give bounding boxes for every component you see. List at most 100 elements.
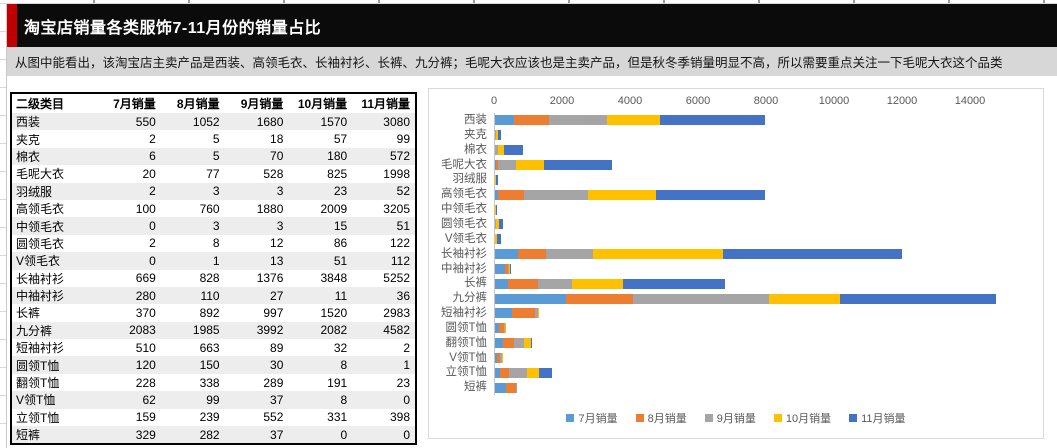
value-cell[interactable]: 37 <box>270 392 284 407</box>
value-cell[interactable]: 18 <box>270 132 284 147</box>
bar-segment[interactable] <box>592 249 724 260</box>
value-cell[interactable]: 13 <box>270 253 284 268</box>
stacked-bar[interactable] <box>495 382 517 393</box>
bar-segment[interactable] <box>498 159 517 170</box>
bar-segment[interactable] <box>633 293 770 304</box>
bar-segment[interactable] <box>565 293 634 304</box>
value-cell[interactable]: 11 <box>334 288 348 303</box>
value-cell[interactable]: 150 <box>199 358 220 373</box>
value-cell[interactable]: 110 <box>200 288 220 303</box>
stacked-bar[interactable] <box>495 367 553 378</box>
bar-segment[interactable] <box>659 115 765 126</box>
value-cell[interactable]: 57 <box>333 132 348 147</box>
bar-segment[interactable] <box>495 323 500 334</box>
value-cell[interactable]: 3 <box>212 184 220 199</box>
bar-segment[interactable] <box>500 367 509 378</box>
value-cell[interactable]: 2009 <box>320 201 348 216</box>
value-cell[interactable]: 0 <box>149 253 156 268</box>
value-cell[interactable]: 1 <box>403 358 410 373</box>
value-cell[interactable]: 3205 <box>383 201 410 216</box>
value-cell[interactable]: 2083 <box>129 323 156 338</box>
value-cell[interactable]: 2082 <box>320 323 348 338</box>
bar-segment[interactable] <box>495 189 499 200</box>
stacked-bar[interactable] <box>495 353 502 364</box>
bar-segment[interactable] <box>495 308 513 319</box>
value-cell[interactable]: 282 <box>199 427 220 442</box>
value-cell[interactable]: 528 <box>263 166 284 181</box>
stacked-bar[interactable] <box>495 263 511 274</box>
legend-item[interactable]: 7月销量 <box>566 410 618 426</box>
column-header[interactable]: 7月销量 <box>113 97 156 111</box>
bar-segment[interactable] <box>544 159 613 170</box>
bar-segment[interactable] <box>606 115 660 126</box>
stacked-bar[interactable] <box>495 159 613 170</box>
bar-segment[interactable] <box>516 159 545 170</box>
value-cell[interactable]: 572 <box>389 149 410 164</box>
stacked-bar[interactable] <box>495 219 503 230</box>
bar-segment[interactable] <box>495 249 518 260</box>
stacked-bar[interactable] <box>495 234 501 245</box>
bar-segment[interactable] <box>495 338 503 349</box>
bar-segment[interactable] <box>623 278 725 289</box>
bar-segment[interactable] <box>495 159 499 170</box>
value-cell[interactable]: 3848 <box>320 271 348 286</box>
value-cell[interactable]: 1520 <box>320 305 348 320</box>
category-cell[interactable]: 高领毛衣 <box>16 202 65 217</box>
bar-segment[interactable] <box>495 219 499 230</box>
value-cell[interactable]: 228 <box>135 375 156 390</box>
sales-table[interactable]: 二级类目 7月销量 8月销量 9月销量 10月销量 11月销量 西装 550 1052 1680… <box>10 92 417 446</box>
value-cell[interactable]: 191 <box>327 375 348 390</box>
stacked-bar[interactable] <box>495 130 502 141</box>
legend-item[interactable]: 11月销量 <box>849 410 906 426</box>
value-cell[interactable]: 510 <box>135 340 156 355</box>
category-cell[interactable]: 西装 <box>16 115 41 130</box>
value-cell[interactable]: 329 <box>135 427 156 442</box>
category-cell[interactable]: 中领毛衣 <box>16 219 65 234</box>
sales-chart[interactable]: 0 2000 4000 6000 8000 10000 12000 14000 西装 夹克 棉衣毛… <box>428 88 1044 439</box>
value-cell[interactable]: 120 <box>135 358 156 373</box>
category-cell[interactable]: 毛呢大衣 <box>16 167 65 182</box>
column-header[interactable]: 10月销量 <box>297 97 348 111</box>
bar-segment[interactable] <box>495 382 507 393</box>
bar-segment[interactable] <box>496 174 498 185</box>
value-cell[interactable]: 1376 <box>256 271 284 286</box>
bar-segment[interactable] <box>495 278 508 289</box>
stacked-bar[interactable] <box>495 174 498 185</box>
stacked-bar[interactable] <box>495 115 765 126</box>
column-header[interactable]: 二级类目 <box>16 97 65 111</box>
chart-legend[interactable]: 7月销量 8月销量 9月销量 10月销量 11月销量 <box>429 410 1043 426</box>
value-cell[interactable]: 3 <box>276 184 284 199</box>
value-cell[interactable]: 32 <box>333 340 348 355</box>
value-cell[interactable]: 828 <box>199 271 220 286</box>
stacked-bar[interactable] <box>495 308 540 319</box>
bar-segment[interactable] <box>495 159 496 170</box>
bar-segment[interactable] <box>839 293 996 304</box>
bar-segment[interactable] <box>656 189 766 200</box>
bar-segment[interactable] <box>513 115 550 126</box>
bar-segment[interactable] <box>499 323 505 334</box>
value-cell[interactable]: 30 <box>270 358 284 373</box>
bar-segment[interactable] <box>530 338 532 349</box>
bar-segment[interactable] <box>504 263 509 274</box>
bar-segment[interactable] <box>515 382 517 393</box>
value-cell[interactable]: 550 <box>135 114 156 129</box>
value-cell[interactable]: 62 <box>142 392 156 407</box>
value-cell[interactable]: 86 <box>333 236 348 251</box>
value-cell[interactable]: 760 <box>199 201 220 216</box>
value-cell[interactable]: 52 <box>396 184 410 199</box>
bar-segment[interactable] <box>497 234 501 245</box>
bar-segment[interactable] <box>500 353 502 364</box>
bar-segment[interactable] <box>495 204 496 215</box>
bar-segment[interactable] <box>495 115 514 126</box>
value-cell[interactable]: 70 <box>270 149 284 164</box>
value-cell[interactable]: 3080 <box>383 114 410 129</box>
category-cell[interactable]: 翻领T恤 <box>16 376 60 391</box>
value-cell[interactable]: 1680 <box>256 114 284 129</box>
bar-segment[interactable] <box>527 367 539 378</box>
bar-segment[interactable] <box>498 189 525 200</box>
legend-item[interactable]: 9月销量 <box>704 410 756 426</box>
value-cell[interactable]: 5 <box>212 132 220 147</box>
value-cell[interactable]: 122 <box>389 236 410 251</box>
value-cell[interactable]: 20 <box>142 166 156 181</box>
value-cell[interactable]: 2 <box>149 132 156 147</box>
